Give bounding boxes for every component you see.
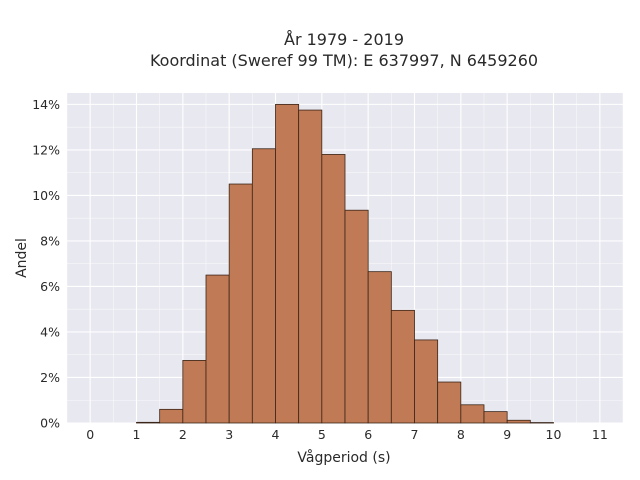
- histogram-bar: [321, 154, 346, 424]
- x-tick-label: 9: [503, 427, 511, 442]
- histogram-bar: [228, 183, 253, 424]
- histogram-bar: [205, 274, 230, 424]
- x-tick-label: 5: [318, 427, 326, 442]
- histogram-bar: [437, 381, 462, 424]
- histogram-bar: [483, 411, 508, 424]
- histogram-bar: [275, 103, 300, 424]
- histogram-bar: [390, 309, 415, 424]
- histogram-bar: [136, 421, 161, 424]
- histogram-bar: [367, 271, 392, 424]
- y-tick-label: 10%: [32, 188, 60, 203]
- y-tick-label: 12%: [32, 142, 60, 157]
- x-tick-label: 2: [179, 427, 187, 442]
- y-axis-ticks: 0% 2% 4% 6% 8% 10% 12% 14%: [32, 97, 60, 431]
- y-tick-label: 8%: [40, 233, 60, 248]
- chart-title-line-2: Koordinat (Sweref 99 TM): E 637997, N 64…: [150, 51, 538, 70]
- x-tick-label: 0: [86, 427, 94, 442]
- x-tick-label: 1: [133, 427, 141, 442]
- histogram-bar: [460, 404, 485, 424]
- histogram-bar: [344, 209, 369, 424]
- x-tick-label: 4: [272, 427, 280, 442]
- y-tick-label: 6%: [40, 279, 60, 294]
- y-tick-label: 2%: [40, 370, 60, 385]
- x-tick-label: 3: [225, 427, 233, 442]
- histogram-bars: [136, 103, 554, 424]
- y-axis-label: Andel: [14, 238, 30, 278]
- chart-title-line-1: År 1979 - 2019: [284, 30, 404, 49]
- y-tick-label: 4%: [40, 324, 60, 339]
- histogram-bar: [414, 339, 439, 424]
- x-tick-label: 6: [364, 427, 372, 442]
- histogram-bar: [251, 148, 276, 424]
- y-tick-label: 0%: [40, 416, 60, 431]
- histogram-bar: [159, 408, 184, 424]
- histogram-bar: [182, 360, 207, 424]
- x-tick-label: 11: [592, 427, 608, 442]
- x-tick-label: 10: [546, 427, 562, 442]
- histogram-bar: [298, 109, 323, 424]
- histogram-bar: [529, 422, 554, 424]
- histogram-bar: [506, 419, 531, 424]
- y-tick-label: 14%: [32, 97, 60, 112]
- x-axis-label: Vågperiod (s): [297, 449, 390, 466]
- x-tick-label: 8: [457, 427, 465, 442]
- x-axis-ticks: 0 1 2 3 4 5 6 7 8 9 10 11: [86, 427, 608, 442]
- x-tick-label: 7: [411, 427, 419, 442]
